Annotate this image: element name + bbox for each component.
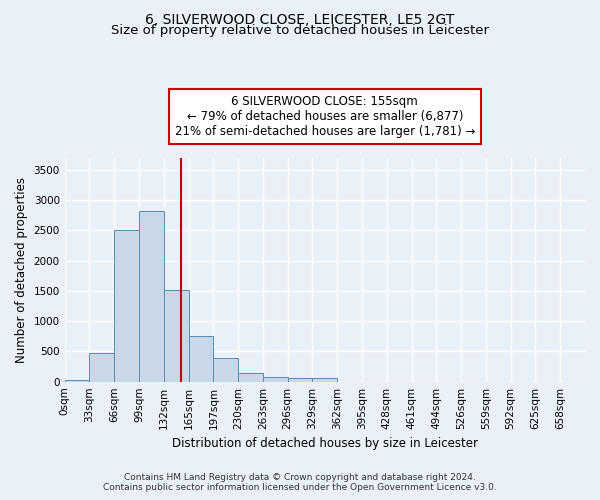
X-axis label: Distribution of detached houses by size in Leicester: Distribution of detached houses by size … [172,437,478,450]
Bar [287,378,313,382]
Bar [214,358,238,382]
Bar [188,336,214,382]
Bar [238,373,263,382]
Y-axis label: Number of detached properties: Number of detached properties [15,176,28,362]
Text: 6, SILVERWOOD CLOSE, LEICESTER, LE5 2GT: 6, SILVERWOOD CLOSE, LEICESTER, LE5 2GT [145,12,455,26]
Bar [164,290,188,382]
Text: Size of property relative to detached houses in Leicester: Size of property relative to detached ho… [111,24,489,37]
Bar [263,378,287,382]
Bar [89,353,114,382]
Bar [313,378,337,382]
Text: 6 SILVERWOOD CLOSE: 155sqm
← 79% of detached houses are smaller (6,877)
21% of s: 6 SILVERWOOD CLOSE: 155sqm ← 79% of deta… [175,95,475,138]
Text: Contains HM Land Registry data © Crown copyright and database right 2024.
Contai: Contains HM Land Registry data © Crown c… [103,473,497,492]
Bar [139,211,164,382]
Bar [65,380,89,382]
Bar [114,230,139,382]
